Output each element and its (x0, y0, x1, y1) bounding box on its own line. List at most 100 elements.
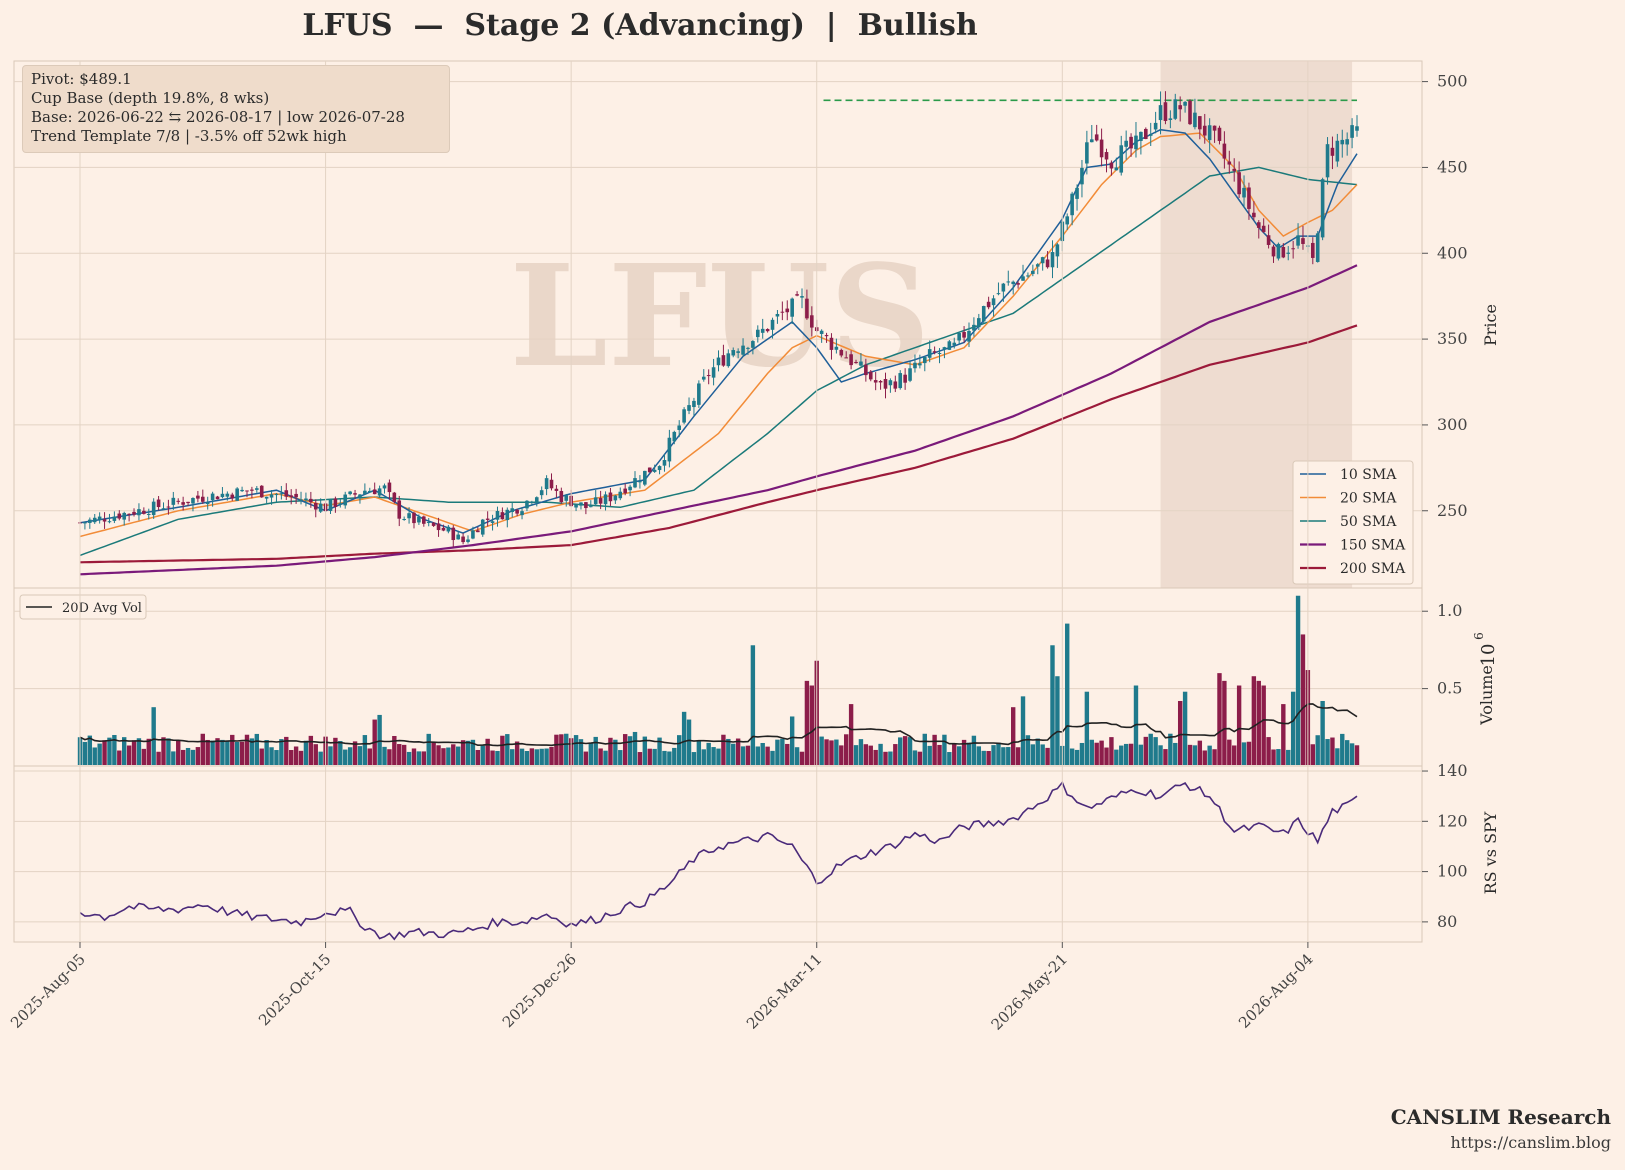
candle-body (1016, 283, 1020, 285)
candle-body (1335, 140, 1340, 162)
volume-bar (131, 740, 137, 765)
candle-body (731, 350, 736, 356)
volume-bar (1020, 696, 1026, 765)
candle-body (1271, 246, 1276, 257)
candle-body (156, 499, 161, 508)
candle-body (426, 521, 431, 523)
volume-bar (573, 735, 579, 765)
candle-body (662, 460, 667, 466)
sma-150-line (79, 264, 1358, 576)
volume-bar (927, 745, 932, 765)
volume-bar (1349, 743, 1355, 765)
sma-legend-items: 10 SMA 20 SMA 50 SMA 150 SMA 200 SMA (1300, 467, 1406, 577)
volume-bar (1001, 747, 1006, 765)
volume-bar (554, 734, 559, 765)
volume-bar (338, 741, 343, 765)
candle-body (751, 341, 755, 348)
candle-body (574, 504, 578, 508)
sma-legend-label: 10 SMA (1340, 467, 1397, 483)
volume-bar (1197, 740, 1203, 765)
candle-body (1099, 139, 1104, 158)
price-y-ticks: 250 300 350 400 450 500 (1422, 72, 1468, 520)
volume-bar (1114, 749, 1119, 765)
x-tick-label: 2025-Aug-05 (7, 950, 89, 1032)
candle-body (269, 494, 274, 498)
volume-bar (696, 741, 702, 765)
candle-body (1114, 167, 1119, 171)
price-axis-label: Price (1481, 304, 1500, 346)
candle-body (785, 308, 790, 313)
candle-body (225, 493, 230, 497)
volume-bar (549, 746, 554, 765)
volume-bar (652, 748, 657, 765)
volume-bar (642, 736, 648, 765)
candle-body (245, 490, 249, 492)
brand-url[interactable]: https://canslim.blog (1450, 1133, 1611, 1152)
volume-bar (976, 746, 982, 765)
candle-body (1266, 235, 1271, 245)
volume-bar (932, 734, 937, 765)
volume-bar (406, 751, 412, 765)
volume-bar (593, 736, 598, 765)
candle-body (137, 509, 141, 516)
volume-bar (225, 741, 230, 765)
x-tick-label: 2026-Aug-04 (1235, 950, 1317, 1032)
candle-body (146, 513, 151, 515)
candle-body (377, 488, 382, 496)
volume-bar (490, 750, 495, 765)
candle-body (746, 347, 750, 349)
candle-body (476, 530, 480, 533)
candle-body (603, 494, 608, 505)
candle-body (927, 349, 932, 358)
volume-legend: 20D Avg Vol (19, 594, 147, 620)
volume-bar (1123, 743, 1129, 765)
trend-template-text: Trend Template 7/8 | -3.5% off 52wk high (31, 127, 347, 145)
volume-bar (898, 737, 903, 765)
volume-bar (426, 733, 431, 765)
candle-body (1247, 187, 1251, 209)
candle-body (672, 431, 677, 442)
candle-body (1183, 101, 1187, 106)
volume-bar (387, 749, 392, 765)
volume-bar (824, 739, 829, 765)
candle-body (1045, 259, 1050, 268)
candle-body (1355, 126, 1359, 131)
volume-bar (1025, 735, 1031, 765)
candle-body (485, 518, 490, 520)
volume-bar (254, 733, 260, 765)
volume-bar (210, 740, 215, 765)
candle-body (534, 497, 539, 504)
volume-unit-exponent: 6 (1472, 632, 1486, 640)
volume-bar (1015, 747, 1021, 765)
volume-bar (893, 744, 898, 765)
volume-bar (313, 744, 318, 765)
candle-body (1129, 136, 1133, 149)
candle-body (372, 489, 377, 495)
avg-volume-line (79, 703, 1358, 747)
volume-bar (691, 752, 697, 765)
volume-bar (588, 743, 593, 765)
candle-body (972, 324, 976, 331)
candle-body (1286, 252, 1291, 254)
candle-body (1148, 133, 1153, 136)
volume-bar (1158, 745, 1163, 765)
candle-body (1227, 161, 1232, 165)
candle-body (859, 361, 863, 366)
candle-body (83, 522, 87, 524)
volume-bar (627, 736, 633, 765)
volume-bar (721, 734, 726, 765)
candle-body (697, 383, 701, 405)
candle-body (932, 351, 937, 353)
volume-bar (431, 742, 436, 765)
volume-bar (922, 733, 927, 765)
candle-body (417, 516, 421, 523)
candle-body (1119, 145, 1124, 173)
candle-body (461, 536, 465, 543)
candle-body (711, 367, 716, 378)
candle-body (770, 319, 775, 330)
candle-body (864, 364, 868, 376)
volume-bar (961, 739, 967, 765)
volume-bar (937, 744, 942, 765)
volume-bar (731, 743, 736, 765)
candle-body (505, 509, 510, 521)
